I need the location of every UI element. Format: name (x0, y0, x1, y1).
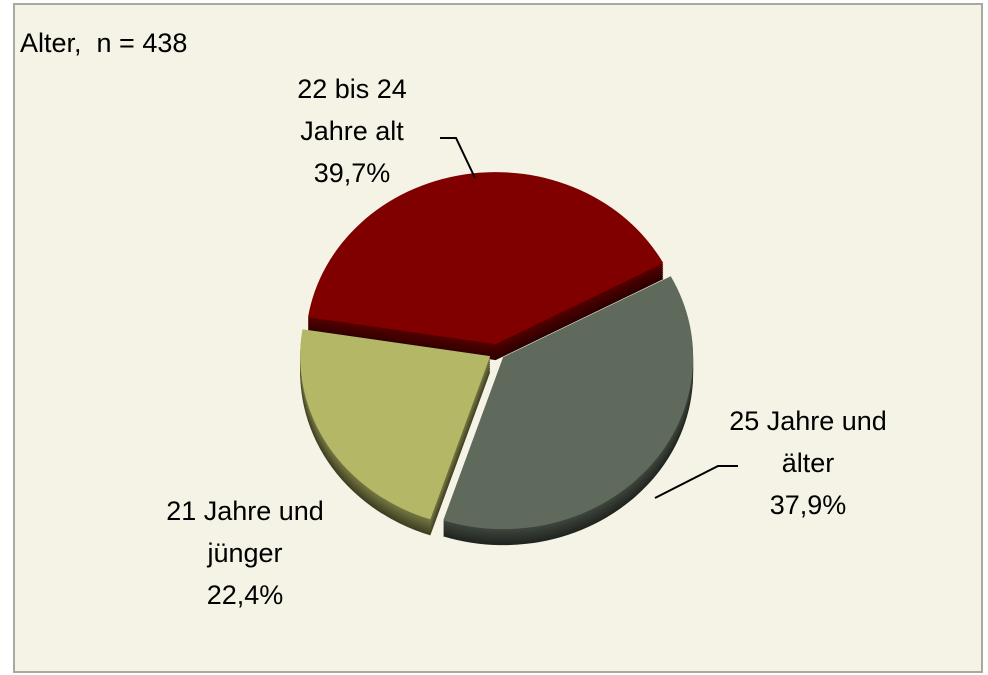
pie (300, 172, 694, 546)
data-label: 25 Jahre und älter 37,9% (718, 400, 898, 526)
value-label: 37,9% (769, 490, 847, 520)
slice (443, 276, 694, 530)
data-label: 22 bis 24 Jahre alt 39,7% (262, 68, 442, 194)
slice (300, 329, 491, 520)
category-label: 25 Jahre und älter (729, 406, 887, 478)
leader-line (654, 465, 738, 499)
value-label: 39,7% (313, 158, 391, 188)
category-label: 22 bis 24 Jahre alt (297, 74, 407, 146)
slice (308, 172, 664, 345)
value-label: 22,4% (206, 580, 284, 610)
chart-title: Alter, n = 438 (20, 28, 188, 58)
category-label: 21 Jahre und jünger (166, 496, 324, 568)
leader-line (440, 137, 476, 179)
data-label: 21 Jahre und jünger 22,4% (150, 490, 340, 616)
